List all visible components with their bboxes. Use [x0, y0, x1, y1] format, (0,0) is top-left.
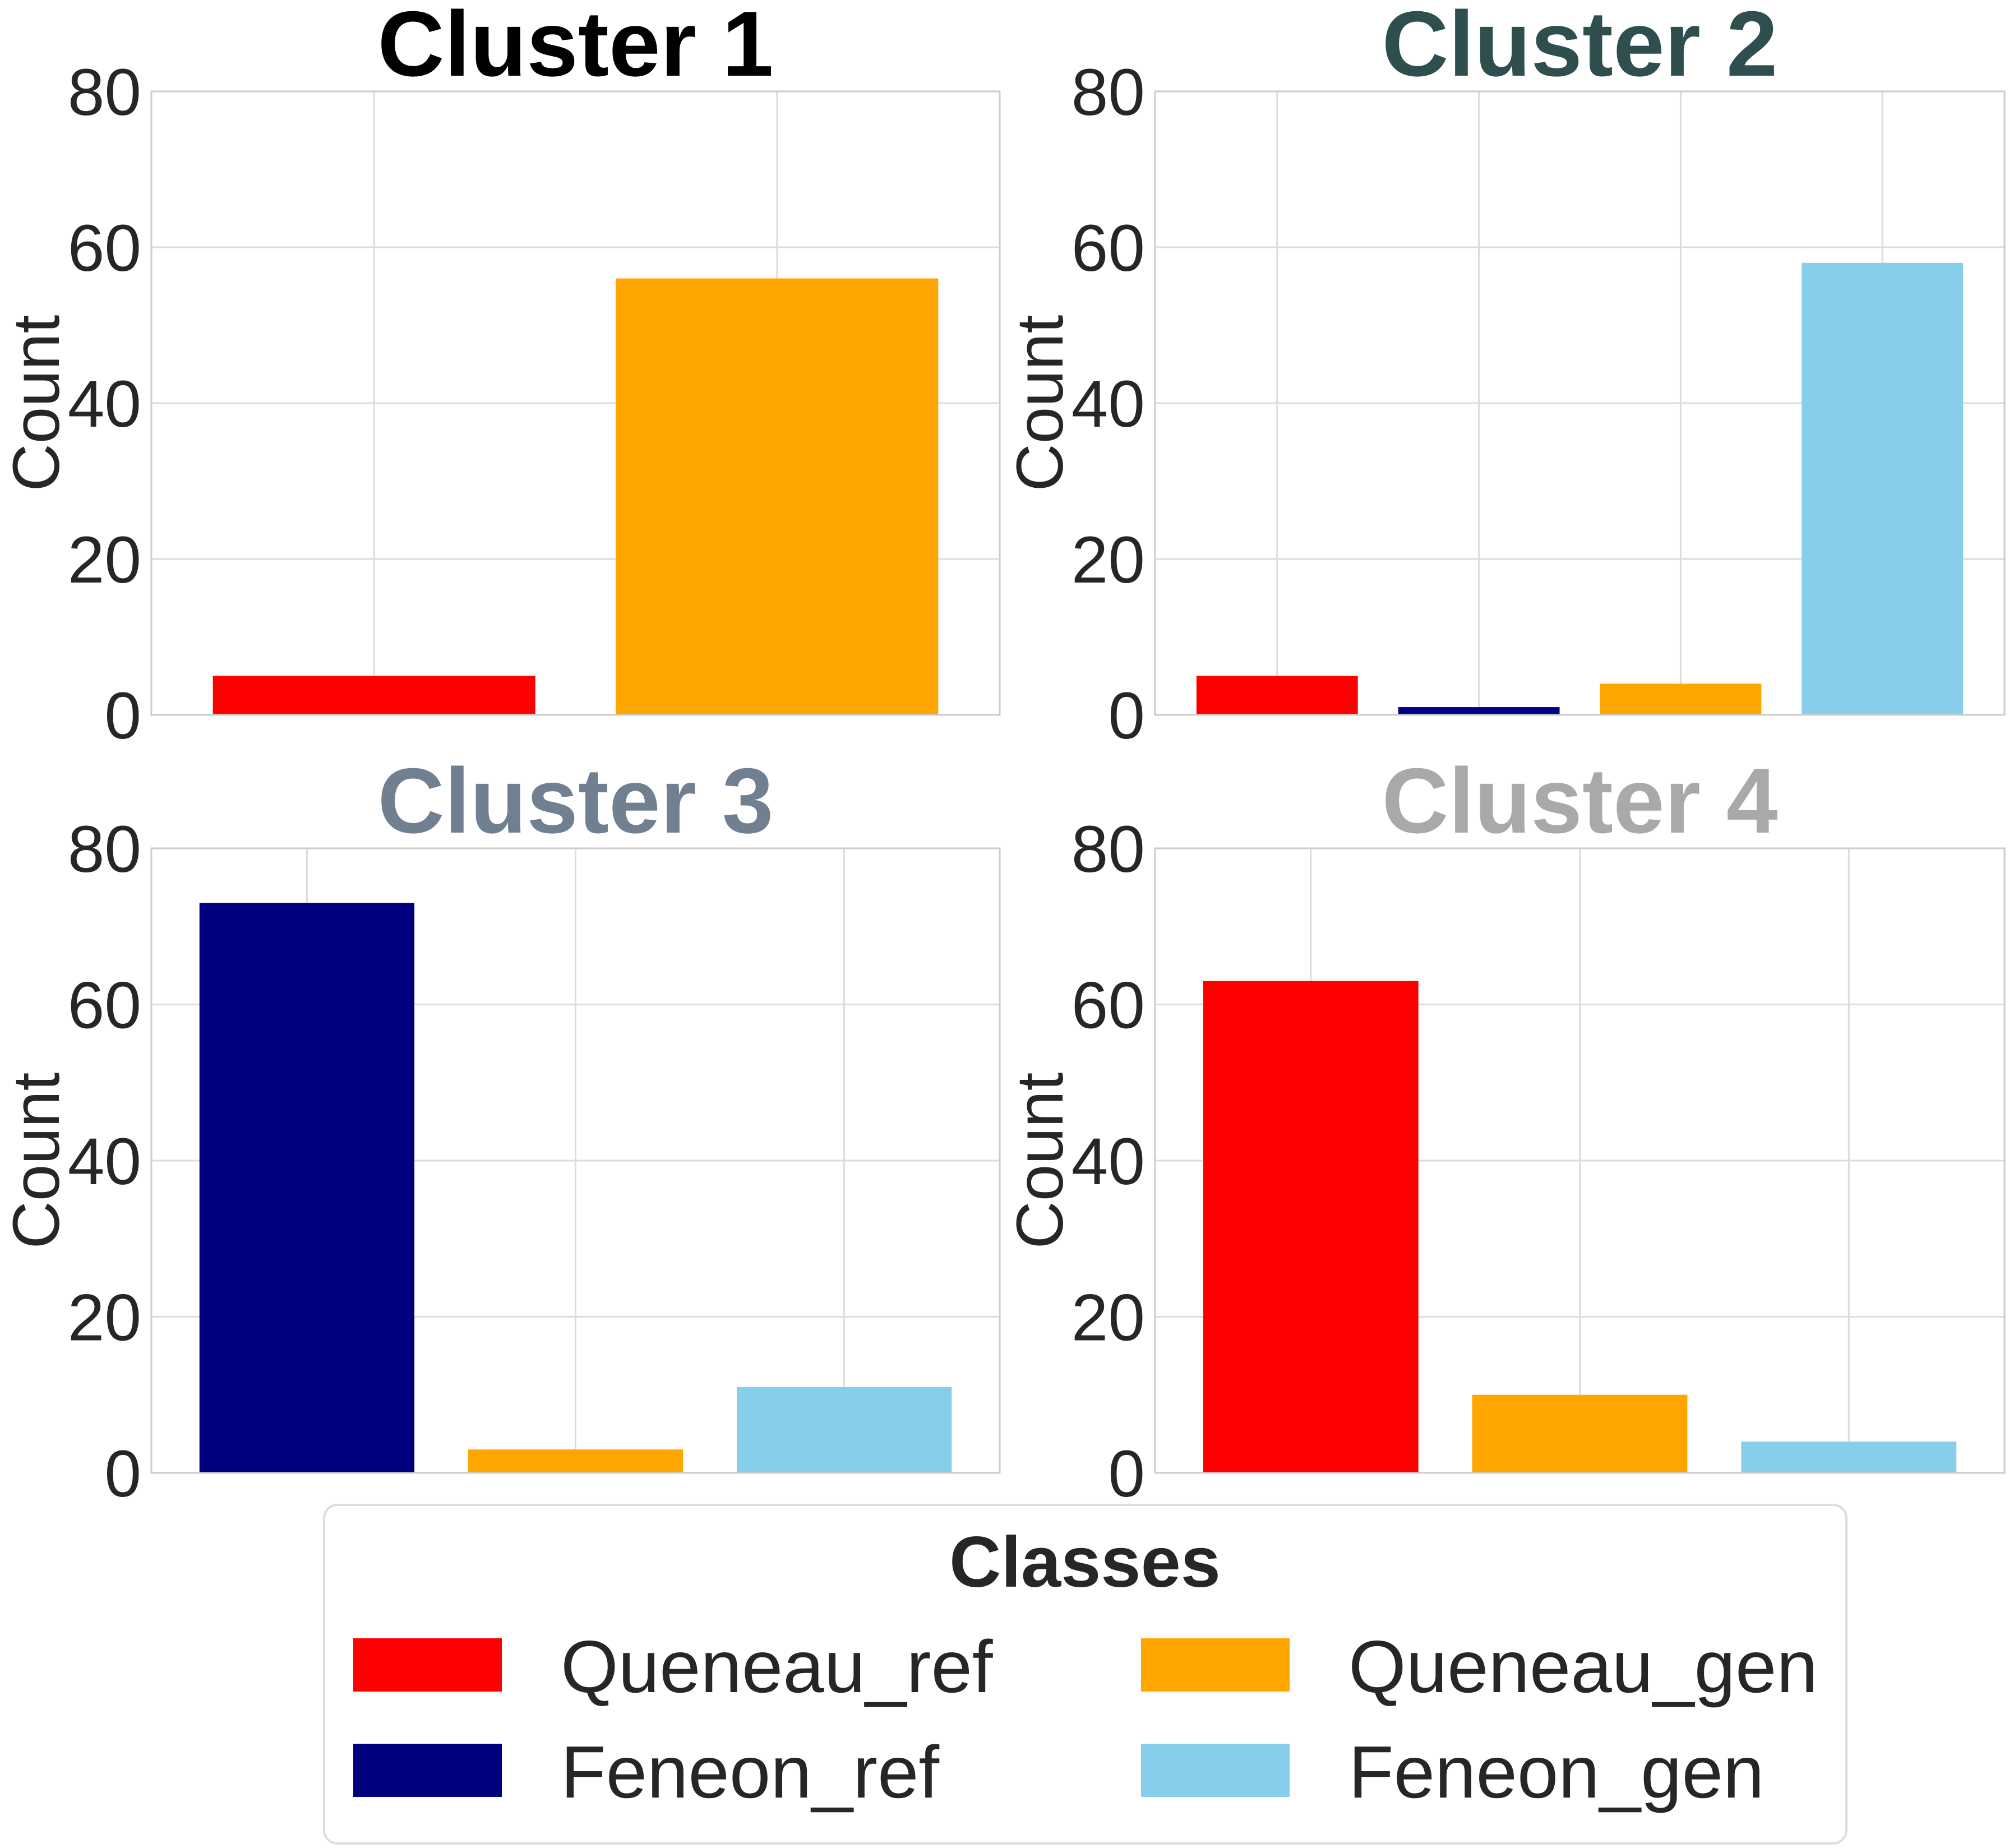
y-tick-label: 0: [104, 679, 141, 753]
y-tick-label: 40: [68, 1125, 141, 1199]
legend-items: Queneau_ref Queneau_gen Feneon_ref Feneon_g…: [353, 1625, 1818, 1813]
y-tick-label: 0: [104, 1437, 141, 1511]
chart-panels: 0 20 40 60 80 Cluster 1 Count 0 20 40 60 80 Cluster …: [0, 0, 2006, 1511]
bar-Queneau_ref: [213, 676, 535, 715]
y-tick-label: 0: [1108, 679, 1145, 753]
bar-Queneau_gen: [468, 1449, 683, 1473]
y-tick-label: 60: [1072, 211, 1145, 285]
legend-frame: [323, 1504, 1848, 1845]
chart-panel-1: 0 20 40 60 80 Cluster 1 Count: [0, 0, 1001, 753]
bar-Feneon_gen: [1741, 1442, 1957, 1473]
y-tick-label: 60: [1072, 969, 1145, 1043]
y-tick-label: 80: [1072, 56, 1145, 130]
bar-Feneon_gen: [1802, 262, 1964, 715]
y-tick-label: 20: [68, 523, 141, 597]
plot-frame: [1154, 847, 2006, 1474]
legend-label: Queneau_gen: [1348, 1625, 1818, 1708]
legend-label: Feneon_ref: [561, 1731, 939, 1813]
plot-frame: [1154, 90, 2006, 716]
chart-panel-4: 0 20 40 60 80 Cluster 4 Count: [1003, 749, 2006, 1511]
y-tick-label: 0: [1108, 1437, 1145, 1511]
legend-title: Classes: [949, 1522, 1221, 1602]
y-tick-label: 40: [1072, 367, 1145, 441]
y-tick-label: 20: [1072, 1281, 1145, 1355]
y-tick-label: 80: [68, 56, 141, 130]
legend-item-Feneon_ref: Feneon_ref: [353, 1731, 939, 1813]
legend-swatch: [1141, 1638, 1290, 1692]
legend-swatch: [1141, 1744, 1290, 1797]
plot-frame: [150, 90, 1001, 716]
panel-title: Cluster 1: [377, 0, 773, 95]
legend-swatch: [353, 1744, 502, 1797]
bar-Feneon_ref: [1398, 707, 1560, 715]
legend-label: Feneon_gen: [1348, 1731, 1764, 1813]
legend-item-Feneon_gen: Feneon_gen: [1141, 1731, 1764, 1813]
legend-label: Queneau_ref: [561, 1625, 993, 1708]
chart-panel-3: 0 20 40 60 80 Cluster 3 Count: [0, 749, 1001, 1511]
y-tick-label: 80: [68, 812, 141, 886]
y-tick-label: 80: [1072, 812, 1145, 886]
y-tick-label: 60: [68, 211, 141, 285]
bar-Feneon_ref: [199, 903, 415, 1473]
legend-item-Queneau_gen: Queneau_gen: [1141, 1625, 1818, 1708]
bar-Queneau_ref: [1203, 981, 1419, 1473]
panel-title: Cluster 2: [1382, 0, 1777, 95]
chart-panel-2: 0 20 40 60 80 Cluster 2 Count: [1003, 0, 2006, 753]
legend-item-Queneau_ref: Queneau_ref: [353, 1625, 993, 1708]
legend: Classes Queneau_ref Queneau_gen Feneon_ref…: [323, 1504, 1848, 1845]
bar-Queneau_gen: [1472, 1394, 1688, 1473]
y-axis-label: Count: [0, 315, 73, 492]
y-axis-label: Count: [1003, 1073, 1077, 1249]
y-tick-label: 60: [68, 969, 141, 1043]
bar-Queneau_gen: [1600, 683, 1762, 715]
y-axis-label: Count: [0, 1073, 73, 1249]
y-tick-label: 40: [1072, 1125, 1145, 1199]
plot-frame: [150, 847, 1001, 1474]
y-tick-label: 40: [68, 367, 141, 441]
y-tick-label: 20: [1072, 523, 1145, 597]
y-axis-label: Count: [1003, 315, 1077, 492]
bar-Feneon_gen: [736, 1387, 952, 1473]
bar-Queneau_ref: [1196, 676, 1358, 715]
bar-Queneau_gen: [616, 278, 939, 715]
panel-title: Cluster 3: [377, 749, 773, 852]
panel-title: Cluster 4: [1382, 749, 1777, 852]
legend-swatch: [353, 1638, 502, 1692]
y-tick-label: 20: [68, 1281, 141, 1355]
